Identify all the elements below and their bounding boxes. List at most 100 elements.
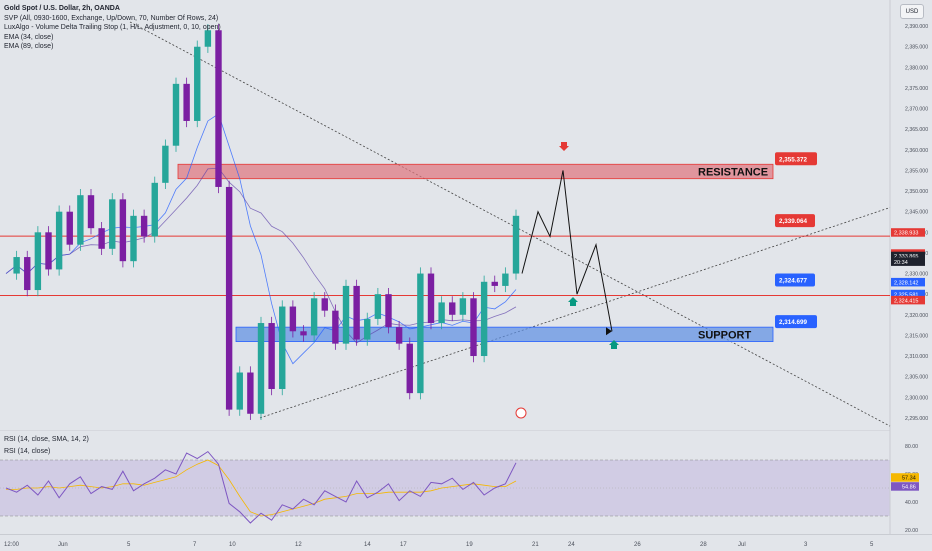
- rsi-tick-label: 40.00: [905, 500, 918, 506]
- time-axis: 12:00 Jun 5 7 10 12 14 17 19 21 24 26 28 Jul 3 5: [0, 534, 932, 551]
- chart-legend: Gold Spot / U.S. Dollar, 2h, OANDA SVP (…: [4, 4, 221, 52]
- price-tick-label: 2,385.000: [905, 45, 928, 51]
- candle-body: [225, 186, 233, 410]
- axis-price-tag: [891, 295, 925, 305]
- time-tick-label: 26: [634, 542, 641, 548]
- time-tick-label: 19: [466, 542, 473, 548]
- candle-body: [300, 331, 307, 336]
- time-tick-label: 5: [870, 542, 874, 548]
- candle-body: [151, 182, 158, 237]
- legend-luxalgo: LuxAlgo - Volume Delta Trailing Stop (1,…: [4, 24, 221, 31]
- rsi-ma-tag: [891, 482, 919, 491]
- candle-body: [194, 46, 201, 121]
- projection-arrowhead: [606, 327, 612, 336]
- price-axis-panel: [890, 0, 932, 430]
- price-tick-label: 2,330.000: [905, 272, 928, 278]
- currency-button[interactable]: USD: [900, 4, 924, 19]
- candle-body: [364, 318, 371, 340]
- candle-body: [119, 199, 127, 262]
- descending-trendline: [129, 21, 891, 427]
- price-tick-label: 2,355.000: [905, 168, 928, 174]
- rsi-line: [5, 450, 517, 524]
- price-tick-label: 2,320.000: [905, 313, 928, 319]
- time-tick-label: 10: [229, 542, 236, 548]
- axis-price-tag: [891, 251, 925, 261]
- candle-body: [395, 327, 403, 344]
- candle-body: [289, 306, 297, 332]
- resistance-tag-text: 2,355.372: [779, 156, 808, 163]
- price-tick-label: 2,390.000: [905, 24, 928, 30]
- candle-body: [87, 195, 95, 229]
- rsi-ma-tag-text: 54.86: [902, 485, 916, 491]
- price-tick-label: 2,310.000: [905, 354, 928, 360]
- time-tick-label: 5: [127, 542, 131, 548]
- price-tick-label: 2,295.000: [905, 416, 928, 422]
- lower-level-tag: [775, 273, 815, 287]
- candle-body: [109, 199, 116, 249]
- axis-price-tag-text: 2,324.415: [894, 298, 918, 304]
- candle-body: [438, 302, 445, 324]
- candle-body: [140, 215, 148, 237]
- projection-path: [521, 170, 613, 332]
- axis-price-tag-text: 2,338.933: [894, 231, 918, 237]
- axis-price-tag-text: 2,333.865: [894, 254, 918, 260]
- price-pane[interactable]: 2,390.000 2,385.000 2,380.000 2,375.000 2,37…: [0, 0, 932, 430]
- legend-title: Gold Spot / U.S. Dollar, 2h, OANDA: [4, 5, 120, 12]
- candle-body: [24, 257, 31, 291]
- resistance-label: RESISTANCE: [698, 166, 768, 178]
- price-tick-label: 2,375.000: [905, 86, 928, 92]
- price-tick-label: 2,360.000: [905, 148, 928, 154]
- candle-body: [77, 195, 84, 245]
- buy-arrow-icon: [568, 297, 578, 306]
- support-label: SUPPORT: [698, 329, 751, 341]
- axis-price-tag: [891, 289, 925, 299]
- event-flag-icon: [515, 407, 527, 419]
- price-tick-label: 2,345.000: [905, 210, 928, 216]
- candle-body: [353, 285, 360, 340]
- rsi-value-tag-text: 57.34: [902, 476, 916, 482]
- sell-arrow-icon: [559, 142, 569, 151]
- candle-body: [55, 211, 63, 270]
- rsi-tick-label: 80.00: [905, 444, 918, 450]
- candle-body: [204, 30, 212, 47]
- axis-price-tag: [891, 228, 925, 237]
- candle-body: [310, 298, 318, 336]
- candle-body: [130, 215, 137, 262]
- candle-body: [257, 323, 265, 414]
- candle-body: [502, 273, 509, 286]
- ascending-trendline: [259, 207, 891, 419]
- upper-level-tag-text: 2,339.064: [779, 218, 808, 225]
- candle-body: [215, 30, 222, 187]
- time-tick-label: Jun: [58, 542, 68, 548]
- time-tick-label: 14: [364, 542, 371, 548]
- axis-price-tag: [891, 277, 925, 287]
- time-tick-label: 12:00: [4, 542, 20, 548]
- resistance-zone: [177, 163, 774, 180]
- axis-price-tag-text: 2,328.142: [894, 280, 918, 286]
- candle-body: [247, 372, 254, 414]
- candle-body: [459, 298, 467, 315]
- legend-svp: SVP (All, 0930-1600, Exchange, Up/Down, …: [4, 14, 219, 22]
- axis-price-tag-text: 20:34: [894, 260, 908, 266]
- price-tick-label: 2,350.000: [905, 189, 928, 195]
- time-tick-label: Jul: [738, 542, 746, 548]
- price-tick-label: 2,300.000: [905, 395, 928, 401]
- candle-body: [512, 215, 520, 274]
- buy-arrow-icon-2: [609, 340, 619, 349]
- time-tick-label: 28: [700, 542, 707, 548]
- candle-body: [385, 294, 392, 328]
- resistance-tag: [775, 152, 817, 166]
- candle-body: [491, 281, 498, 286]
- candle-body: [449, 302, 456, 315]
- candle-body: [34, 232, 42, 291]
- rsi-axis-panel: [890, 430, 932, 534]
- candle-body: [13, 257, 20, 274]
- time-tick-label: 24: [568, 542, 575, 548]
- time-tick-label: 3: [804, 542, 808, 548]
- price-tick-label: 2,370.000: [905, 107, 928, 113]
- rsi-value-tag: [891, 473, 919, 482]
- candle-body: [162, 145, 169, 183]
- price-tick-label: 2,380.000: [905, 65, 928, 71]
